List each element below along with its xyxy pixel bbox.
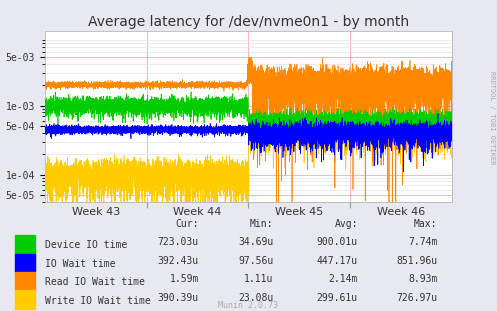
Text: 447.17u: 447.17u bbox=[317, 256, 358, 266]
Text: 299.61u: 299.61u bbox=[317, 293, 358, 303]
Text: 34.69u: 34.69u bbox=[238, 237, 273, 247]
Text: Write IO Wait time: Write IO Wait time bbox=[45, 296, 151, 306]
Text: Device IO time: Device IO time bbox=[45, 240, 127, 250]
Title: Average latency for /dev/nvme0n1 - by month: Average latency for /dev/nvme0n1 - by mo… bbox=[88, 15, 409, 29]
Text: Read IO Wait time: Read IO Wait time bbox=[45, 277, 145, 287]
Text: Avg:: Avg: bbox=[334, 219, 358, 229]
Text: 97.56u: 97.56u bbox=[238, 256, 273, 266]
Text: IO Wait time: IO Wait time bbox=[45, 259, 115, 269]
Text: 392.43u: 392.43u bbox=[158, 256, 199, 266]
Text: 1.11u: 1.11u bbox=[244, 274, 273, 284]
Text: Min:: Min: bbox=[250, 219, 273, 229]
Bar bbox=[15, 272, 35, 290]
Text: 726.97u: 726.97u bbox=[396, 293, 437, 303]
Text: 23.08u: 23.08u bbox=[238, 293, 273, 303]
Text: 723.03u: 723.03u bbox=[158, 237, 199, 247]
Text: 900.01u: 900.01u bbox=[317, 237, 358, 247]
Y-axis label: seconds: seconds bbox=[0, 94, 3, 139]
Text: 851.96u: 851.96u bbox=[396, 256, 437, 266]
Text: Max:: Max: bbox=[414, 219, 437, 229]
Text: 2.14m: 2.14m bbox=[329, 274, 358, 284]
Text: 8.93m: 8.93m bbox=[408, 274, 437, 284]
Text: 1.59m: 1.59m bbox=[169, 274, 199, 284]
Bar bbox=[15, 290, 35, 309]
Text: 7.74m: 7.74m bbox=[408, 237, 437, 247]
Bar bbox=[15, 253, 35, 272]
Text: Cur:: Cur: bbox=[175, 219, 199, 229]
Bar bbox=[15, 235, 35, 253]
Text: Munin 2.0.73: Munin 2.0.73 bbox=[219, 301, 278, 310]
Text: RRDTOOL / TOBI OETIKER: RRDTOOL / TOBI OETIKER bbox=[489, 72, 495, 165]
Text: 390.39u: 390.39u bbox=[158, 293, 199, 303]
